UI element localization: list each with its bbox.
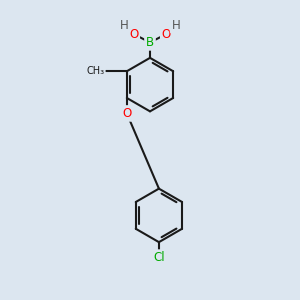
Text: O: O [129,28,138,40]
Text: H: H [120,19,128,32]
Text: B: B [146,36,154,49]
Text: H: H [172,19,180,32]
Text: CH₃: CH₃ [86,66,104,76]
Text: Cl: Cl [153,251,165,264]
Text: O: O [122,107,131,120]
Text: O: O [162,28,171,40]
